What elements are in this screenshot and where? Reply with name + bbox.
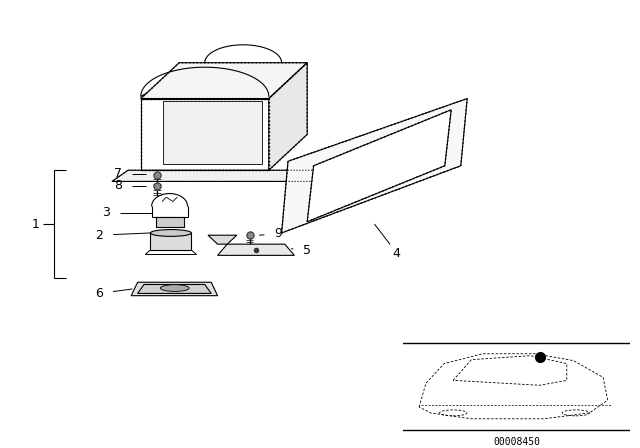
Polygon shape <box>163 101 262 164</box>
Text: 8: 8 <box>115 179 122 193</box>
Text: 9: 9 <box>275 227 282 241</box>
Text: 00008450: 00008450 <box>493 436 540 447</box>
Polygon shape <box>112 170 330 181</box>
Polygon shape <box>131 282 218 296</box>
Ellipse shape <box>150 229 191 237</box>
Polygon shape <box>282 99 467 233</box>
Text: 5: 5 <box>303 244 311 258</box>
Text: 3: 3 <box>102 206 109 220</box>
Text: 6: 6 <box>95 287 103 300</box>
Text: 1: 1 <box>31 217 39 231</box>
Text: 4: 4 <box>393 246 401 260</box>
Text: 2: 2 <box>95 228 103 242</box>
Polygon shape <box>156 217 184 227</box>
Ellipse shape <box>161 285 189 292</box>
Polygon shape <box>208 235 237 244</box>
Polygon shape <box>138 284 211 293</box>
Polygon shape <box>307 110 451 222</box>
Text: 7: 7 <box>115 167 122 181</box>
Polygon shape <box>218 244 294 255</box>
Polygon shape <box>269 63 307 170</box>
Polygon shape <box>150 233 191 250</box>
Polygon shape <box>141 63 307 99</box>
